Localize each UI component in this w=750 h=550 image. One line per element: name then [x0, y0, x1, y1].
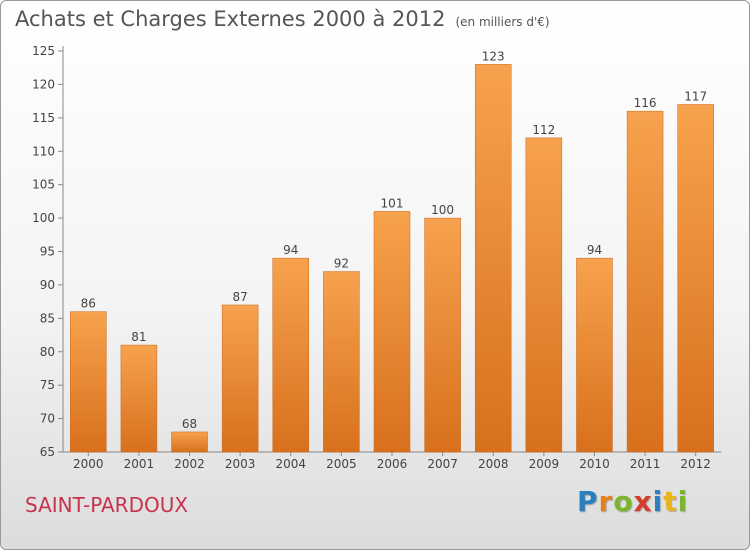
x-tick-label: 2006	[377, 457, 408, 471]
bar	[474, 64, 512, 453]
bar	[323, 271, 360, 453]
x-tick-label: 2007	[427, 457, 458, 471]
bar	[120, 344, 158, 453]
logo-letter: o	[613, 485, 634, 518]
bar	[626, 110, 664, 453]
y-tick-label: 85	[40, 311, 55, 325]
y-tick-label: 105	[32, 178, 55, 192]
bar-value-label: 94	[587, 243, 602, 257]
logo-letter: P	[577, 485, 599, 518]
logo-letter: x	[633, 485, 653, 518]
bar	[424, 217, 461, 453]
bar	[70, 311, 107, 453]
y-tick-label: 115	[32, 111, 55, 125]
bar-value-label: 81	[131, 330, 146, 344]
bar	[677, 104, 714, 453]
y-tick-label: 65	[40, 445, 55, 459]
y-tick-label: 70	[40, 412, 55, 426]
x-tick-label: 2008	[478, 457, 509, 471]
y-tick-label: 120	[32, 77, 55, 91]
y-tick-label: 90	[40, 278, 55, 292]
bar-value-label: 112	[532, 123, 555, 137]
bar-value-label: 123	[482, 49, 505, 63]
x-tick-label: 2003	[225, 457, 256, 471]
bar	[525, 137, 563, 453]
y-tick-label: 95	[40, 245, 55, 259]
bar-value-label: 87	[233, 290, 248, 304]
x-tick-label: 2011	[630, 457, 661, 471]
chart-subtitle: (en milliers d'€)	[455, 15, 550, 29]
x-tick-label: 2002	[174, 457, 205, 471]
bar-value-label: 94	[283, 243, 298, 257]
x-tick-label: 2000	[73, 457, 104, 471]
bar-chart: 65 70 75 80 85 90 95 100 105 110 115 120 125 86 2000 81…	[32, 44, 721, 471]
chart-title-text: Achats et Charges Externes 2000 à 2012	[15, 7, 446, 31]
bar	[221, 304, 259, 453]
y-tick-label: 100	[32, 211, 55, 225]
logo-letter: i	[677, 485, 689, 518]
x-tick-label: 2001	[124, 457, 155, 471]
bar	[171, 431, 208, 453]
bar-value-label: 68	[182, 417, 197, 431]
bar-value-label: 100	[431, 203, 454, 217]
logo-letter: r	[598, 485, 614, 518]
x-tick-label: 2010	[579, 457, 610, 471]
proxiti-logo: Proxiti	[577, 485, 688, 518]
logo-letter: t	[663, 485, 678, 518]
bar-value-label: 101	[381, 196, 404, 210]
y-tick-label: 75	[40, 378, 55, 392]
y-tick-label: 110	[32, 144, 55, 158]
bar	[576, 257, 613, 453]
chart-title: Achats et Charges Externes 2000 à 2012 (e…	[15, 7, 550, 31]
town-name: SAINT-PARDOUX	[25, 493, 189, 517]
bar-value-label: 86	[81, 297, 96, 311]
x-tick-label: 2005	[326, 457, 357, 471]
logo-letter: i	[652, 485, 664, 518]
bar	[272, 257, 310, 453]
x-tick-label: 2012	[680, 457, 711, 471]
bar-value-label: 92	[334, 257, 349, 271]
bar-value-label: 116	[634, 96, 657, 110]
y-tick-label: 80	[40, 345, 55, 359]
bar-value-label: 117	[684, 89, 707, 103]
x-tick-label: 2004	[275, 457, 306, 471]
y-tick-label: 125	[32, 44, 55, 58]
x-tick-label: 2009	[529, 457, 560, 471]
bar	[373, 211, 411, 453]
